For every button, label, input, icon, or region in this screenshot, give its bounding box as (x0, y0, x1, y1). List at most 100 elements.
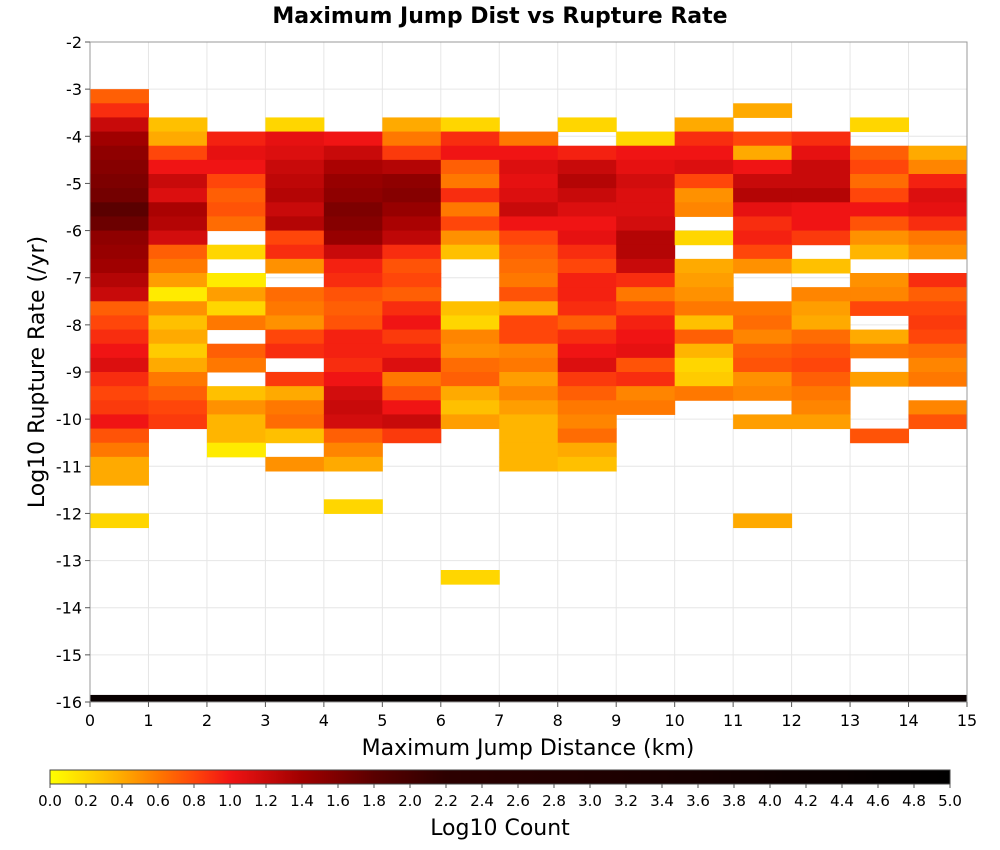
heatmap-cell (148, 301, 208, 316)
heatmap-cell (791, 315, 851, 331)
colorbar-tick-label: 0.8 (182, 792, 206, 810)
colorbar-tick-label: 4.0 (758, 792, 782, 810)
heatmap-cell (557, 315, 617, 331)
heatmap-cell (148, 694, 208, 702)
heatmap-cell (206, 343, 266, 359)
heatmap-cell (733, 329, 793, 345)
heatmap-cell (674, 230, 734, 246)
heatmap-cell (265, 258, 325, 274)
heatmap-cell (440, 357, 500, 373)
heatmap-cell (323, 301, 383, 316)
colorbar-label: Log10 Count (430, 816, 570, 841)
heatmap-cell (733, 188, 793, 203)
heatmap-cell (206, 315, 266, 331)
heatmap-cell (674, 329, 734, 345)
heatmap-cell (382, 428, 442, 444)
heatmap-cell (791, 694, 851, 702)
heatmap-cell (323, 258, 383, 274)
heatmap-cell (90, 145, 149, 161)
heatmap-cell (791, 400, 851, 415)
heatmap-cell (90, 202, 149, 217)
heatmap-cell (908, 244, 968, 260)
heatmap-cell (850, 372, 910, 387)
x-tick-label: 14 (898, 711, 918, 730)
heatmap-cell (90, 301, 149, 316)
colorbar-tick-label: 3.8 (722, 792, 746, 810)
heatmap-cell (850, 287, 910, 302)
heatmap-cell (440, 188, 500, 203)
heatmap-cell (265, 202, 325, 217)
heatmap-cell (382, 117, 442, 133)
heatmap-cell (323, 188, 383, 203)
heatmap-cell (323, 159, 383, 175)
heatmap-cell (850, 202, 910, 217)
heatmap-cell (323, 315, 383, 331)
heatmap-cell (616, 273, 676, 288)
heatmap-cell (265, 400, 325, 415)
heatmap-cell (323, 414, 383, 430)
heatmap-cell (382, 386, 442, 401)
heatmap-cell (616, 258, 676, 274)
colorbar-tick-label: 0.6 (146, 792, 170, 810)
heatmap-cell (148, 216, 208, 232)
heatmap-cell (850, 694, 910, 702)
heatmap-cell (382, 230, 442, 246)
heatmap-cell (499, 174, 559, 189)
heatmap-cell (499, 188, 559, 203)
heatmap-cell (90, 414, 149, 430)
y-tick-label: -16 (56, 693, 82, 712)
heatmap-cell (850, 117, 910, 133)
heatmap-cell (616, 244, 676, 260)
heatmap-cell (265, 414, 325, 430)
heatmap-cell (557, 145, 617, 161)
heatmap-cell (440, 329, 500, 345)
heatmap-cell (90, 343, 149, 359)
x-tick-label: 9 (611, 711, 621, 730)
heatmap-cell (382, 202, 442, 217)
heatmap-cell (499, 694, 559, 702)
heatmap-cell (674, 188, 734, 203)
heatmap-cell (440, 244, 500, 260)
x-axis-ticks: 0 1 2 3 4 5 6 7 8 9 10 11 12 13 14 15 (85, 702, 977, 730)
heatmap-cell (323, 499, 383, 514)
heatmap-cell (616, 145, 676, 161)
y-tick-label: -4 (66, 127, 82, 146)
heatmap-cell (557, 442, 617, 458)
heatmap-cell (265, 329, 325, 345)
heatmap-cell (557, 258, 617, 274)
heatmap-cell (791, 301, 851, 316)
heatmap-cell (791, 372, 851, 387)
heatmap-cell (265, 372, 325, 387)
heatmap-cell (382, 145, 442, 161)
heatmap-cell (616, 131, 676, 147)
heatmap-cell (908, 329, 968, 345)
heatmap-cell (908, 230, 968, 246)
chart-title: Maximum Jump Dist vs Rupture Rate (272, 4, 727, 29)
heatmap-cell (557, 159, 617, 175)
heatmap-cell (557, 414, 617, 430)
heatmap-cell (382, 287, 442, 302)
heatmap-cell (499, 131, 559, 147)
colorbar-tick-label: 3.2 (614, 792, 638, 810)
heatmap-cell (499, 315, 559, 331)
heatmap-cell (499, 287, 559, 302)
heatmap-cell (440, 174, 500, 189)
heatmap-cell (850, 301, 910, 316)
heatmap-cell (557, 244, 617, 260)
heatmap-cell (206, 188, 266, 203)
colorbar-tick-label: 1.4 (290, 792, 314, 810)
heatmap-cell (148, 244, 208, 260)
heatmap-cell (323, 174, 383, 189)
heatmap-cell (382, 174, 442, 189)
heatmap-cell (850, 174, 910, 189)
heatmap-cell (90, 315, 149, 331)
y-axis-ticks: -2 -3 -4 -5 -6 -7 -8 -9 -10 -11 -12 -13 -14 -15 -16 (56, 33, 90, 712)
heatmap-cell (265, 131, 325, 147)
heatmap-cell (206, 174, 266, 189)
heatmap-cell (908, 343, 968, 359)
heatmap-cell (616, 216, 676, 232)
heatmap-cell (440, 694, 500, 702)
heatmap-cell (90, 329, 149, 345)
heatmap-cell (265, 343, 325, 359)
